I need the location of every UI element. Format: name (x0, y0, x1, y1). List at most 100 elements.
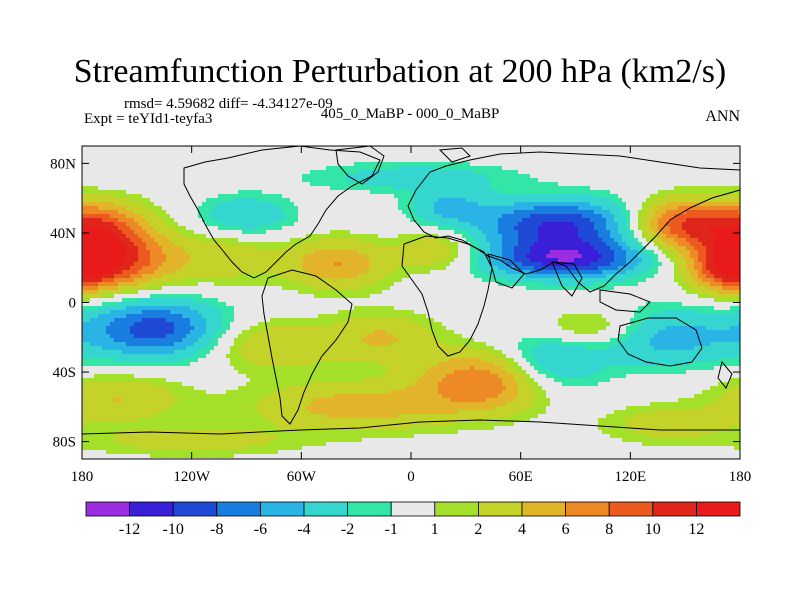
field-cell (222, 266, 227, 271)
field-cell (578, 226, 583, 231)
field-cell (574, 170, 579, 175)
field-cell (398, 230, 403, 235)
field-cell (398, 146, 403, 151)
field-cell (82, 198, 87, 203)
field-cell (474, 262, 479, 267)
field-cell (570, 174, 575, 179)
field-cell (370, 230, 375, 235)
field-cell (734, 246, 739, 251)
field-cell (358, 170, 363, 175)
field-cell (278, 186, 283, 191)
field-cell (118, 194, 123, 199)
field-cell (614, 202, 619, 207)
field-cell (662, 182, 667, 187)
field-cell (478, 246, 483, 251)
field-cell (658, 190, 663, 195)
field-cell (294, 190, 299, 195)
field-cell (538, 242, 543, 247)
field-cell (226, 266, 231, 271)
field-cell (438, 226, 443, 231)
field-cell (730, 242, 735, 247)
field-cell (670, 194, 675, 199)
field-cell (478, 242, 483, 247)
field-cell (670, 218, 675, 223)
field-cell (214, 170, 219, 175)
field-cell (278, 238, 283, 243)
field-cell (230, 186, 235, 191)
field-cell (610, 190, 615, 195)
field-cell (510, 158, 515, 163)
field-cell (310, 162, 315, 167)
field-cell (378, 262, 383, 267)
field-cell (594, 238, 599, 243)
field-cell (650, 150, 655, 155)
field-cell (522, 158, 527, 163)
field-cell (734, 230, 739, 235)
field-cell (398, 174, 403, 179)
field-cell (254, 182, 259, 187)
field-cell (158, 234, 163, 239)
field-cell (302, 186, 307, 191)
field-cell (310, 254, 315, 259)
field-cell (366, 150, 371, 155)
field-cell (686, 158, 691, 163)
field-cell (246, 262, 251, 267)
field-cell (618, 258, 623, 263)
field-cell (434, 178, 439, 183)
field-cell (622, 262, 627, 267)
field-cell (202, 234, 207, 239)
field-cell (138, 226, 143, 231)
field-cell (734, 178, 739, 183)
field-cell (514, 254, 519, 259)
field-cell (518, 238, 523, 243)
field-cell (286, 202, 291, 207)
field-cell (402, 262, 407, 267)
field-cell (522, 218, 527, 223)
field-cell (666, 214, 671, 219)
field-cell (306, 218, 311, 223)
field-cell (426, 230, 431, 235)
field-cell (442, 206, 447, 211)
field-cell (298, 234, 303, 239)
field-cell (718, 218, 723, 223)
field-cell (394, 234, 399, 239)
field-cell (314, 250, 319, 255)
field-cell (278, 150, 283, 155)
field-cell (270, 262, 275, 267)
field-cell (114, 218, 119, 223)
field-cell (702, 154, 707, 159)
field-cell (290, 254, 295, 259)
field-cell (286, 198, 291, 203)
field-cell (526, 202, 531, 207)
field-cell (722, 182, 727, 187)
field-cell (458, 190, 463, 195)
field-cell (334, 158, 339, 163)
field-cell (434, 222, 439, 227)
field-cell (158, 194, 163, 199)
field-cell (670, 230, 675, 235)
field-cell (138, 146, 143, 151)
field-cell (198, 190, 203, 195)
field-cell (262, 258, 267, 263)
field-cell (366, 258, 371, 263)
field-cell (310, 190, 315, 195)
field-cell (574, 262, 579, 267)
field-cell (86, 210, 91, 215)
field-cell (702, 250, 707, 255)
field-cell (722, 154, 727, 159)
field-cell (190, 226, 195, 231)
field-cell (422, 182, 427, 187)
field-cell (706, 202, 711, 207)
field-cell (130, 206, 135, 211)
field-cell (466, 146, 471, 151)
field-cell (674, 178, 679, 183)
field-cell (98, 202, 103, 207)
field-cell (630, 214, 635, 219)
field-cell (478, 178, 483, 183)
field-cell (118, 234, 123, 239)
field-cell (122, 230, 127, 235)
field-cell (270, 198, 275, 203)
field-cell (154, 266, 159, 271)
field-cell (322, 182, 327, 187)
field-cell (426, 258, 431, 263)
